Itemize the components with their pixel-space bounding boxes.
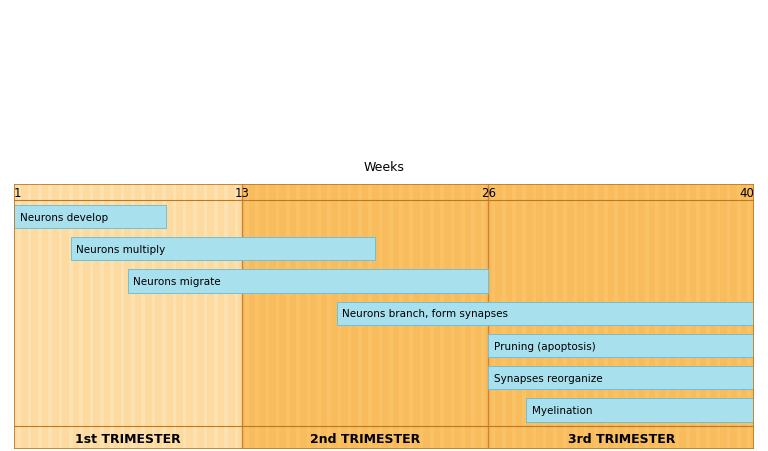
Bar bbox=[204, 185, 207, 449]
Bar bbox=[337, 185, 341, 449]
Bar bbox=[472, 185, 475, 449]
Bar bbox=[141, 185, 145, 449]
Bar bbox=[14, 206, 166, 229]
Bar bbox=[14, 185, 242, 449]
Bar bbox=[389, 185, 392, 449]
Bar bbox=[336, 302, 754, 325]
Text: 2nd TRIMESTER: 2nd TRIMESTER bbox=[310, 432, 420, 445]
Bar bbox=[306, 185, 310, 449]
Bar bbox=[655, 185, 659, 449]
Bar bbox=[379, 185, 382, 449]
Bar bbox=[707, 185, 710, 449]
Bar bbox=[358, 185, 362, 449]
Bar bbox=[48, 185, 52, 449]
Bar bbox=[255, 185, 259, 449]
Bar bbox=[645, 185, 649, 449]
Bar bbox=[747, 185, 751, 449]
Bar bbox=[69, 185, 73, 449]
Bar bbox=[90, 185, 93, 449]
Bar bbox=[451, 185, 454, 449]
Bar bbox=[604, 185, 607, 449]
Bar bbox=[696, 185, 700, 449]
Text: Neurons branch, form synapses: Neurons branch, form synapses bbox=[343, 308, 508, 318]
Bar bbox=[574, 185, 577, 449]
Bar bbox=[488, 334, 754, 357]
Bar bbox=[488, 366, 754, 390]
Bar bbox=[296, 185, 300, 449]
Bar bbox=[502, 185, 505, 449]
Bar bbox=[584, 185, 588, 449]
Bar bbox=[737, 185, 740, 449]
Text: Pruning (apoptosis): Pruning (apoptosis) bbox=[494, 341, 596, 351]
Bar bbox=[317, 185, 320, 449]
Bar bbox=[235, 185, 238, 449]
Bar bbox=[409, 185, 413, 449]
Bar bbox=[348, 185, 352, 449]
Bar bbox=[286, 185, 290, 449]
Bar bbox=[183, 185, 187, 449]
Bar bbox=[420, 185, 423, 449]
Bar bbox=[522, 185, 526, 449]
Text: Neurons multiply: Neurons multiply bbox=[77, 244, 166, 254]
Text: 3rd TRIMESTER: 3rd TRIMESTER bbox=[568, 432, 675, 445]
Bar bbox=[58, 185, 62, 449]
Bar bbox=[266, 185, 269, 449]
Bar bbox=[162, 185, 166, 449]
Bar bbox=[492, 185, 495, 449]
Bar bbox=[717, 185, 720, 449]
Bar bbox=[214, 185, 217, 449]
Text: Weeks: Weeks bbox=[363, 161, 405, 174]
Text: Synapses reorganize: Synapses reorganize bbox=[494, 373, 603, 383]
Bar bbox=[242, 185, 488, 449]
Bar bbox=[482, 185, 485, 449]
Bar bbox=[152, 185, 155, 449]
Text: 1st TRIMESTER: 1st TRIMESTER bbox=[74, 432, 180, 445]
Bar bbox=[624, 185, 628, 449]
Bar bbox=[276, 185, 280, 449]
Bar bbox=[224, 185, 228, 449]
Bar bbox=[676, 185, 680, 449]
Bar bbox=[127, 270, 488, 293]
Bar bbox=[100, 185, 104, 449]
Bar bbox=[71, 238, 375, 261]
Bar bbox=[594, 185, 598, 449]
Bar bbox=[194, 185, 197, 449]
Text: Myelination: Myelination bbox=[532, 405, 593, 415]
Text: 40: 40 bbox=[740, 186, 754, 199]
Bar bbox=[111, 185, 114, 449]
Bar bbox=[666, 185, 669, 449]
Bar bbox=[512, 185, 516, 449]
Text: Neurons develop: Neurons develop bbox=[19, 212, 108, 222]
Bar bbox=[440, 185, 444, 449]
Bar bbox=[327, 185, 331, 449]
Bar bbox=[430, 185, 434, 449]
Bar bbox=[533, 185, 536, 449]
Bar bbox=[173, 185, 176, 449]
Bar bbox=[17, 185, 21, 449]
Bar bbox=[553, 185, 557, 449]
Bar bbox=[543, 185, 546, 449]
Bar bbox=[488, 185, 754, 449]
Bar bbox=[686, 185, 690, 449]
Bar bbox=[614, 185, 618, 449]
Bar bbox=[131, 185, 134, 449]
Bar bbox=[38, 185, 41, 449]
Text: 13: 13 bbox=[234, 186, 249, 199]
Bar bbox=[28, 185, 31, 449]
Bar bbox=[635, 185, 638, 449]
Bar bbox=[245, 185, 249, 449]
Text: 26: 26 bbox=[481, 186, 496, 199]
Bar bbox=[399, 185, 402, 449]
Bar bbox=[79, 185, 83, 449]
Bar bbox=[526, 399, 754, 422]
Bar bbox=[563, 185, 567, 449]
Bar bbox=[121, 185, 124, 449]
Bar bbox=[369, 185, 372, 449]
Bar bbox=[461, 185, 465, 449]
Bar bbox=[727, 185, 730, 449]
Text: 1: 1 bbox=[14, 186, 22, 199]
Text: Neurons migrate: Neurons migrate bbox=[134, 276, 221, 286]
